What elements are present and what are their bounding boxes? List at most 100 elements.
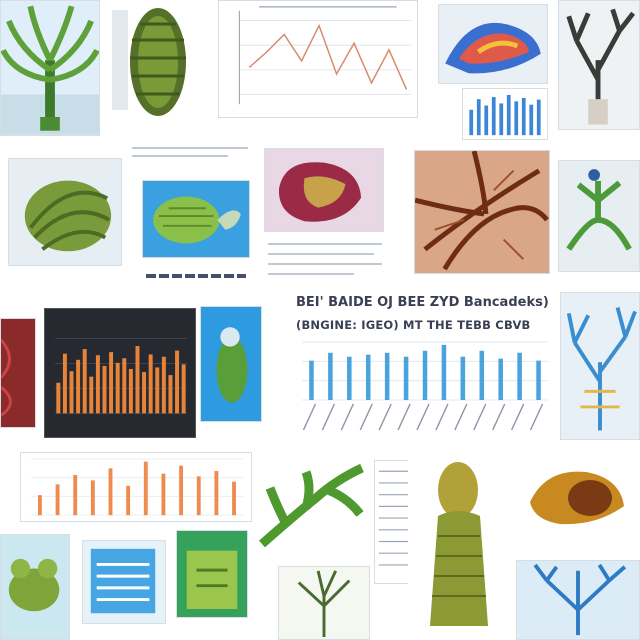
bar-mark <box>109 352 114 414</box>
bar-mark <box>161 356 166 414</box>
bar-mark <box>403 356 409 400</box>
x-tick-label <box>454 403 468 431</box>
anatomy-illustration <box>264 148 384 232</box>
bar-mark <box>181 364 186 414</box>
golden-shell-illustration <box>516 462 640 532</box>
bar-mark <box>161 473 166 516</box>
bar-mark <box>56 382 61 414</box>
bar-mark <box>142 372 147 414</box>
tissue-photo <box>0 318 36 428</box>
bar-mark <box>37 495 42 516</box>
main-chart-title-line2: (BNGINE: IGEO) MT THE TEBB CBVB <box>296 318 531 332</box>
bar-mark <box>521 97 526 136</box>
bar-mark <box>347 356 352 400</box>
bar-mark <box>143 461 148 516</box>
branch-specimen-illustration <box>558 0 640 130</box>
bar-mark <box>484 105 489 136</box>
bar-mark <box>148 354 153 414</box>
bar-mark <box>175 350 180 414</box>
bar-mark <box>514 101 519 136</box>
bar-mark <box>498 358 503 400</box>
caption-text <box>142 264 254 286</box>
bar-mark <box>126 485 131 516</box>
bar-mark <box>168 375 173 414</box>
bar-mark <box>441 344 447 400</box>
x-tick-label <box>492 403 506 431</box>
bar-mark <box>476 99 481 136</box>
x-tick-label <box>340 403 354 431</box>
main-chart-title: BEI' BAIDE OJ BEE ZYD Bancadeks) (BNGINE… <box>296 292 550 336</box>
fern-frond-illustration <box>256 458 368 550</box>
bar-mark <box>82 349 87 414</box>
green-figure-illustration <box>408 446 510 640</box>
bar-mark <box>491 97 496 136</box>
algae-specimen-illustration <box>558 160 640 272</box>
bar-mark <box>135 346 140 414</box>
fern-leaves-illustration <box>8 158 122 266</box>
monitor-bar-chart <box>44 308 196 438</box>
bar-mark <box>115 362 120 414</box>
x-tick-label <box>378 403 392 431</box>
green-plant-photo <box>176 530 248 618</box>
bar-mark <box>422 350 428 400</box>
bar-mark <box>196 476 201 516</box>
blue-document-illustration <box>82 540 166 624</box>
fish-specimen-illustration <box>200 306 262 422</box>
bar-mark <box>328 352 333 400</box>
bar-mark <box>479 350 485 400</box>
pine-cone-illustration <box>108 0 204 130</box>
x-tick-label <box>302 403 317 431</box>
main-bar-chart-panel <box>296 338 552 438</box>
bar-mark <box>55 484 60 516</box>
bar-mark <box>122 358 127 414</box>
bar-mark <box>95 355 100 414</box>
green-frog-illustration <box>0 534 70 640</box>
bar-mark <box>536 99 541 136</box>
bar-mark <box>536 360 541 400</box>
bar-mark <box>128 368 133 414</box>
x-tick-label <box>397 403 411 431</box>
x-tick-label <box>435 403 449 431</box>
bar-mark <box>155 367 160 414</box>
bar-mark <box>517 352 522 400</box>
bar-mark <box>499 103 504 136</box>
bar-mark <box>460 356 466 400</box>
bar-mark <box>102 365 107 414</box>
bar-mark <box>214 471 219 516</box>
text-lines-block <box>264 236 386 282</box>
bar-mark <box>76 359 81 414</box>
tree-sketch-illustration <box>278 566 370 640</box>
line-chart <box>238 6 412 105</box>
fern-tree-illustration <box>0 0 100 136</box>
green-creature-illustration <box>142 180 250 258</box>
bar-mark <box>62 353 67 414</box>
bar-mark <box>89 376 94 414</box>
document-text-block <box>128 140 256 162</box>
bar-mark <box>73 475 78 516</box>
x-tick-label <box>473 403 487 431</box>
bar-mark <box>309 360 314 400</box>
x-tick-label <box>529 403 544 431</box>
bar-mark <box>506 94 511 136</box>
bar-mark <box>108 468 113 516</box>
x-tick-label <box>510 403 525 431</box>
bar-mark <box>384 352 390 400</box>
orange-bar-chart <box>20 452 252 522</box>
blue-coral-illustration <box>516 560 640 640</box>
root-network-illustration <box>414 150 550 274</box>
bar-mark <box>179 465 184 516</box>
bar-mark <box>69 371 74 414</box>
bar-mark <box>529 104 534 136</box>
bar-chart-small-blue <box>462 88 548 140</box>
main-bar-chart <box>302 341 548 431</box>
x-tick-label <box>321 403 336 431</box>
main-chart-title-line1: BEI' BAIDE OJ BEE ZYD Bancadeks) <box>296 295 549 310</box>
line-series <box>248 23 408 90</box>
bar-mark <box>365 354 371 400</box>
x-tick-label <box>416 403 430 431</box>
line-chart-panel <box>218 0 418 118</box>
bar-mark <box>232 481 236 516</box>
bar-mark <box>469 109 474 136</box>
colorful-specimen-illustration <box>438 4 548 84</box>
x-tick-label <box>359 403 373 431</box>
